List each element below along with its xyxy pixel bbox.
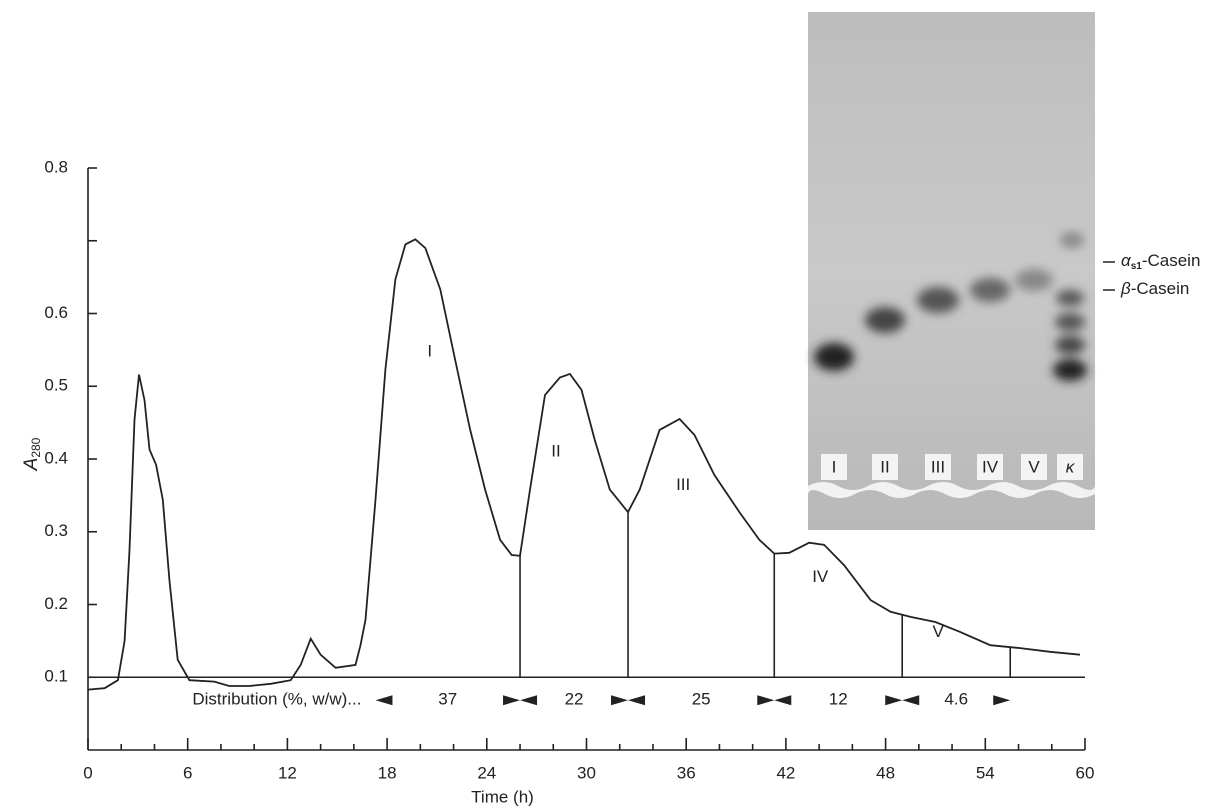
lane-label-box (1057, 454, 1083, 480)
distribution-value: 12 (829, 690, 848, 709)
y-tick-label: 0.3 (44, 521, 68, 540)
x-tick-label: 24 (477, 763, 496, 782)
y-tick-label: 0.1 (44, 667, 68, 686)
x-tick-label: 30 (577, 763, 596, 782)
distribution-value: 37 (438, 690, 457, 709)
arrow-right (757, 695, 775, 706)
band-label: αs1-Casein (1121, 251, 1200, 271)
arrow-left (628, 695, 646, 706)
y-tick-label: 0.6 (44, 303, 68, 322)
lane-label: IV (982, 457, 999, 476)
x-tick-label: 54 (976, 763, 995, 782)
y-tick-label: 0.2 (44, 594, 68, 613)
peak-label: II (551, 442, 560, 461)
band-symbol: β (1120, 279, 1131, 298)
distribution-value: 4.6 (944, 690, 968, 709)
x-tick-label: 36 (677, 763, 696, 782)
arrow-right (503, 695, 521, 706)
x-axis-label: Time (h) (471, 787, 534, 806)
band-symbol: α (1121, 251, 1132, 270)
arrow-left (375, 695, 393, 706)
x-tick-label: 48 (876, 763, 895, 782)
x-tick-label: 18 (378, 763, 397, 782)
band-text: -Casein (1142, 251, 1201, 270)
plot: 0.1 0.2 0.3 0.4 0.5 0.6 0.8 0 6 12 18 24 30 36 42 48 54 6… (21, 157, 1094, 806)
lane-label-box (977, 454, 1003, 480)
arrow-left (902, 695, 920, 706)
x-tick-label: 60 (1076, 763, 1095, 782)
x-tick-label: 0 (83, 763, 92, 782)
band-subscript: s1 (1131, 261, 1143, 272)
distribution-value: 22 (565, 690, 584, 709)
lane-label: III (931, 457, 945, 476)
lane-label: V (1028, 457, 1040, 476)
y-tick-label: 0.4 (44, 448, 68, 467)
arrow-left (774, 695, 792, 706)
x-tick-label: 42 (776, 763, 795, 782)
peak-label: IV (812, 567, 829, 586)
arrow-right (611, 695, 629, 706)
peak-label: V (933, 622, 945, 641)
band-text: -Casein (1131, 279, 1190, 298)
y-tick-label: 0.8 (44, 157, 68, 176)
arrow-left (520, 695, 538, 706)
lane-label: II (880, 457, 889, 476)
gel-bands (814, 232, 1087, 381)
lane-label-box (821, 454, 847, 480)
gel-background (808, 12, 1095, 530)
x-tick-label: 12 (278, 763, 297, 782)
y-label-symbol: A (21, 458, 42, 472)
band-label: β-Casein (1120, 279, 1189, 298)
elution-curve (87, 238, 1081, 691)
arrow-right (885, 695, 903, 706)
lane-label: κ (1066, 457, 1076, 476)
peak-label: I (427, 342, 432, 361)
y-axis-label: A280 (21, 437, 43, 471)
gel-well-strip (808, 482, 1095, 498)
peak-label: III (676, 475, 690, 494)
lane-label: I (832, 457, 837, 476)
lane-label-box (925, 454, 951, 480)
arrow-right (993, 695, 1011, 706)
x-tick-label: 6 (183, 763, 192, 782)
lane-label-box (1021, 454, 1047, 480)
y-label-subscript: 280 (29, 437, 43, 457)
y-tick-label: 0.5 (44, 376, 68, 395)
lane-label-box (872, 454, 898, 480)
distribution-value: 25 (692, 690, 711, 709)
distribution-label: Distribution (%, w/w)... (192, 690, 361, 709)
